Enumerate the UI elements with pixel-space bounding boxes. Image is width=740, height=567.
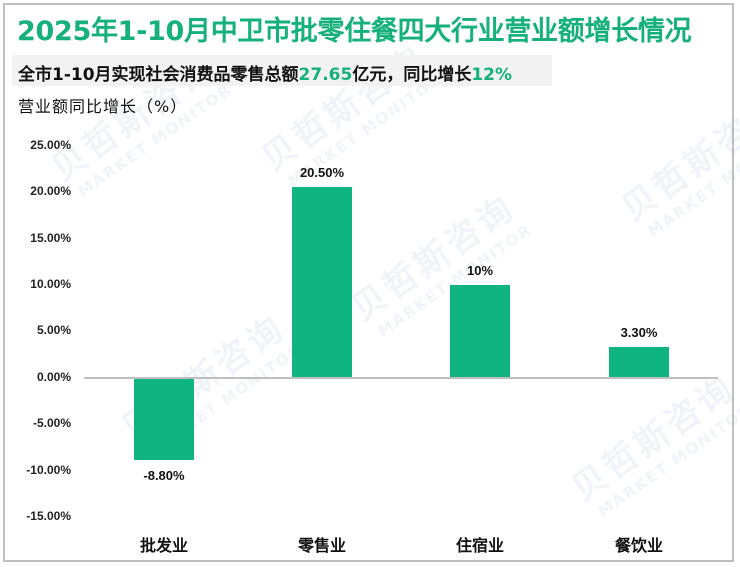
x-category: 批发业	[139, 536, 188, 555]
bar-accommodation	[450, 285, 510, 378]
chart-subtitle: 全市1-10月实现社会消费品零售总额27.65亿元，同比增长12%	[18, 65, 513, 85]
subtitle-band	[12, 55, 552, 86]
bar-catering	[609, 347, 669, 378]
y-tick: 5.00%	[36, 323, 71, 337]
y-tick: 25.00%	[30, 138, 71, 152]
total-amount: 27.65	[298, 65, 353, 85]
data-label: 20.50%	[299, 165, 345, 181]
y-tick: 20.00%	[30, 184, 71, 198]
x-category: 住宿业	[455, 536, 504, 555]
data-label: -8.80%	[143, 467, 185, 483]
data-label: 3.30%	[620, 325, 658, 341]
bar-retail	[292, 187, 352, 378]
x-axis-line	[84, 377, 718, 379]
growth-rate: 12%	[471, 65, 513, 85]
y-tick: -5.00%	[32, 416, 71, 430]
y-tick: 10.00%	[30, 277, 71, 291]
y-tick: -10.00%	[26, 463, 71, 477]
bar-wholesale	[134, 378, 194, 460]
chart-title: 2025年1-10月中卫市批零住餐四大行业营业额增长情况	[17, 16, 692, 47]
y-axis-title: 营业额同比增长（%）	[18, 97, 188, 116]
data-label: 10%	[466, 263, 494, 278]
y-tick: -15.00%	[26, 509, 71, 523]
chart-frame	[3, 3, 734, 562]
x-category: 餐饮业	[614, 536, 663, 555]
x-category: 零售业	[297, 536, 346, 555]
y-tick: 15.00%	[30, 231, 71, 245]
y-tick: 0.00%	[36, 370, 71, 384]
